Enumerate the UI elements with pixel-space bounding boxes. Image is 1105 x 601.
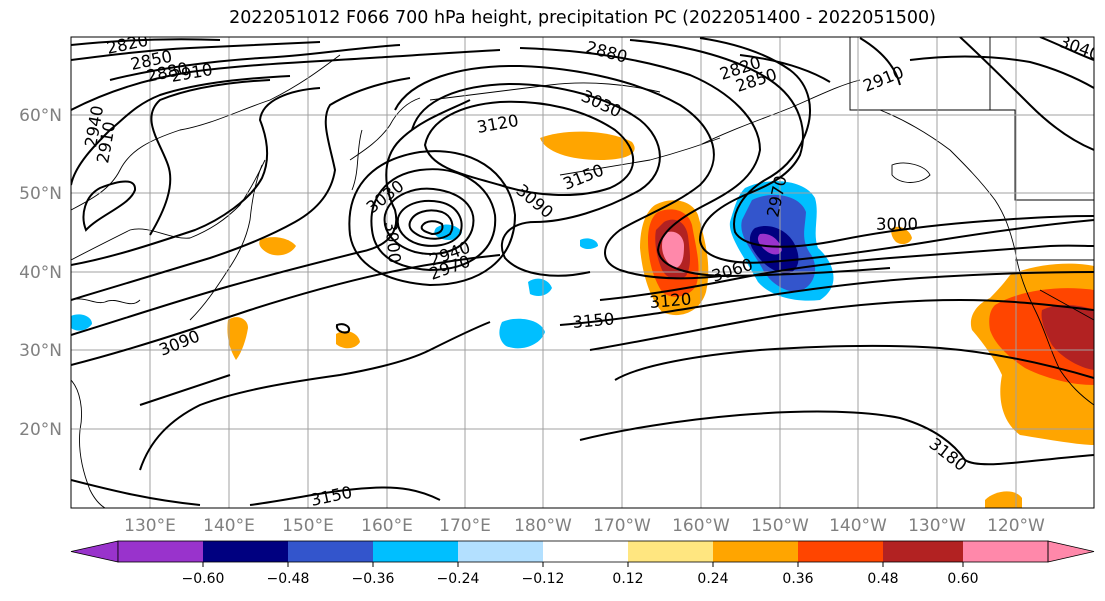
colorbar-segment <box>118 541 203 562</box>
lon-label: 150°E <box>282 516 334 536</box>
colorbar-tick-label: −0.12 <box>522 571 565 587</box>
lon-label: 140°W <box>829 516 887 536</box>
lon-label: 140°E <box>203 516 255 536</box>
anomaly-patch <box>528 278 552 296</box>
map-frame <box>70 36 1095 509</box>
latitude-labels: 60°N 50°N 40°N 30°N 20°N <box>19 106 62 440</box>
colorbar-segment <box>203 541 288 562</box>
lon-label: 160°E <box>361 516 413 536</box>
contour-label: 3120 <box>649 289 692 312</box>
longitude-labels: 130°E 140°E 150°E 160°E 170°E 180°W 170°… <box>124 516 1045 536</box>
colorbar-segment <box>458 541 543 562</box>
lon-label: 170°E <box>439 516 491 536</box>
colorbar-tick-label: 0.48 <box>867 571 898 587</box>
colorbar-tick-label: 0.12 <box>612 571 643 587</box>
colorbar-segment <box>373 541 458 562</box>
colorbar-segment <box>713 541 798 562</box>
anomaly-patch <box>499 318 545 349</box>
lat-label: 60°N <box>19 106 62 126</box>
colorbar-tick-label: 0.60 <box>947 571 978 587</box>
colorbar-tick-label: −0.36 <box>352 571 395 587</box>
colorbar-segment <box>628 541 713 562</box>
colorbar-segment <box>963 541 1048 562</box>
lon-label: 160°W <box>672 516 730 536</box>
lat-label: 20°N <box>19 420 62 440</box>
colorbar: −0.60 −0.48 −0.36 −0.24 −0.12 0.12 0.24 … <box>70 540 1095 587</box>
lon-label: 130°E <box>124 516 176 536</box>
anomaly-patch <box>227 317 248 360</box>
map-title: 2022051012 F066 700 hPa height, precipit… <box>229 8 936 28</box>
anomaly-patch <box>580 238 598 249</box>
colorbar-tick-label: −0.48 <box>267 571 310 587</box>
anomaly-patch <box>259 237 296 256</box>
colorbar-tick-label: 0.36 <box>782 571 813 587</box>
colorbar-segment <box>798 541 883 562</box>
contour-label: 3000 <box>876 215 918 234</box>
anomaly-patch <box>985 491 1022 508</box>
graticule <box>71 37 1094 508</box>
lon-label: 130°W <box>908 516 966 536</box>
colorbar-tick-label: 0.24 <box>697 571 728 587</box>
lon-label: 120°W <box>987 516 1045 536</box>
colorbar-tick-label: −0.24 <box>437 571 480 587</box>
colorbar-max-arrow <box>1047 540 1095 563</box>
colorbar-tick-label: −0.60 <box>182 571 225 587</box>
anomaly-patch <box>434 224 462 240</box>
lon-label: 180°W <box>514 516 572 536</box>
anomaly-westcoast-inner <box>1041 305 1094 370</box>
anomaly-patch <box>71 314 92 331</box>
anomaly-positive-core <box>662 231 684 268</box>
contour-label: 3150 <box>572 309 615 332</box>
colorbar-segment <box>883 541 963 562</box>
height-contours <box>71 37 1094 506</box>
map-area: 2820 2850 2880 2910 2880 2820 2850 2910 … <box>71 37 1094 508</box>
colorbar-min-arrow <box>70 540 119 563</box>
colorbar-segment <box>288 541 373 562</box>
lat-label: 40°N <box>19 263 62 283</box>
lon-label: 150°W <box>751 516 809 536</box>
lat-label: 30°N <box>19 341 62 361</box>
colorbar-outline <box>117 540 1049 563</box>
colorbar-segment <box>543 541 628 562</box>
contour-label: 3000 <box>381 220 404 264</box>
anomaly-patch <box>336 331 360 349</box>
lon-label: 170°W <box>593 516 651 536</box>
colorbar-ticks <box>202 562 964 567</box>
lat-label: 50°N <box>19 184 62 204</box>
anomaly-aleutian <box>540 131 635 160</box>
anomaly-negative-core <box>757 233 782 255</box>
